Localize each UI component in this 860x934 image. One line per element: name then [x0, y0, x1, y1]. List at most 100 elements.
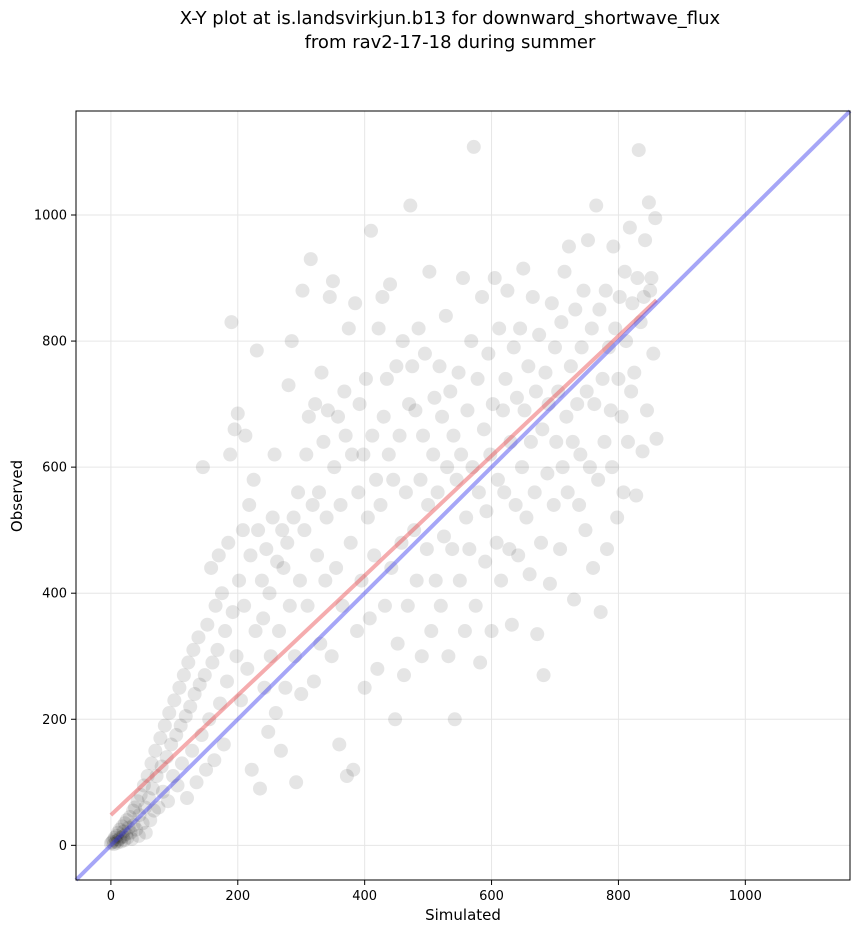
data-point — [375, 289, 390, 304]
data-point — [438, 308, 453, 323]
data-point — [112, 822, 127, 837]
grid-lines — [76, 111, 850, 880]
x-axis-label: Simulated — [425, 906, 501, 924]
data-point — [181, 655, 196, 670]
data-point — [622, 220, 637, 235]
data-point — [649, 431, 664, 446]
data-point — [421, 497, 436, 512]
data-point — [272, 624, 287, 639]
data-point — [547, 340, 562, 355]
data-point — [579, 384, 594, 399]
data-point — [189, 775, 204, 790]
data-point — [392, 428, 407, 443]
data-point — [440, 460, 455, 475]
data-point — [111, 832, 126, 847]
data-point — [221, 535, 236, 550]
data-point — [580, 233, 595, 248]
data-point — [630, 271, 645, 286]
data-point — [145, 781, 160, 796]
data-point — [117, 833, 132, 848]
data-point — [192, 677, 207, 692]
data-point — [122, 809, 137, 824]
data-point — [551, 384, 566, 399]
data-point — [591, 472, 606, 487]
data-point — [428, 573, 443, 588]
data-point — [388, 712, 403, 727]
data-point — [503, 434, 518, 449]
data-point — [530, 627, 545, 642]
data-point — [614, 409, 629, 424]
x-tick-label: 800 — [606, 889, 631, 904]
data-point — [473, 655, 488, 670]
data-point — [183, 699, 198, 714]
data-point — [324, 649, 339, 664]
data-point — [559, 409, 574, 424]
data-point — [610, 510, 625, 525]
data-point — [299, 447, 314, 462]
data-point — [413, 472, 428, 487]
data-point — [344, 447, 359, 462]
data-point — [504, 617, 519, 632]
data-point — [223, 447, 238, 462]
data-point — [616, 485, 631, 500]
data-point — [204, 560, 219, 575]
data-point — [534, 535, 549, 550]
y-tick-label: 800 — [42, 335, 67, 350]
data-point — [254, 573, 269, 588]
data-point — [433, 598, 448, 613]
data-point — [369, 472, 384, 487]
data-point — [611, 371, 626, 386]
data-point — [371, 321, 386, 336]
data-point — [162, 705, 177, 720]
data-point — [527, 485, 542, 500]
data-point — [219, 674, 234, 689]
data-point — [251, 523, 266, 538]
data-point — [327, 460, 342, 475]
data-point — [485, 397, 500, 412]
data-point — [218, 624, 233, 639]
data-point — [252, 781, 267, 796]
data-point — [395, 334, 410, 349]
data-point — [365, 428, 380, 443]
data-point — [513, 321, 528, 336]
data-point — [471, 485, 486, 500]
data-point — [390, 636, 405, 651]
data-point — [376, 409, 391, 424]
data-point — [132, 808, 147, 823]
data-point — [624, 384, 639, 399]
data-point — [131, 828, 146, 843]
data-point — [124, 832, 139, 847]
y-tick-label: 0 — [59, 839, 67, 854]
data-point — [225, 605, 240, 620]
data-point — [153, 731, 168, 746]
data-point — [476, 422, 491, 437]
data-point — [619, 334, 634, 349]
data-point — [447, 712, 462, 727]
data-point — [516, 261, 531, 276]
plot-frame — [75, 110, 851, 881]
data-point — [646, 346, 661, 361]
data-point — [515, 460, 530, 475]
data-point — [457, 624, 472, 639]
data-point — [398, 485, 413, 500]
data-point — [417, 346, 432, 361]
data-point — [364, 223, 379, 238]
data-point — [489, 535, 504, 550]
data-point — [414, 649, 429, 664]
data-point — [373, 497, 388, 512]
data-point — [487, 271, 502, 286]
data-point — [394, 535, 409, 550]
data-point — [119, 813, 134, 828]
data-point — [164, 737, 179, 752]
data-point — [227, 422, 242, 437]
data-point — [436, 529, 451, 544]
x-tick-label: 200 — [225, 889, 250, 904]
data-point — [194, 728, 209, 743]
data-point — [633, 315, 648, 330]
data-point — [282, 598, 297, 613]
data-point — [185, 743, 200, 758]
y-tick-label: 1000 — [34, 209, 67, 224]
data-point — [356, 447, 371, 462]
data-point — [167, 693, 182, 708]
